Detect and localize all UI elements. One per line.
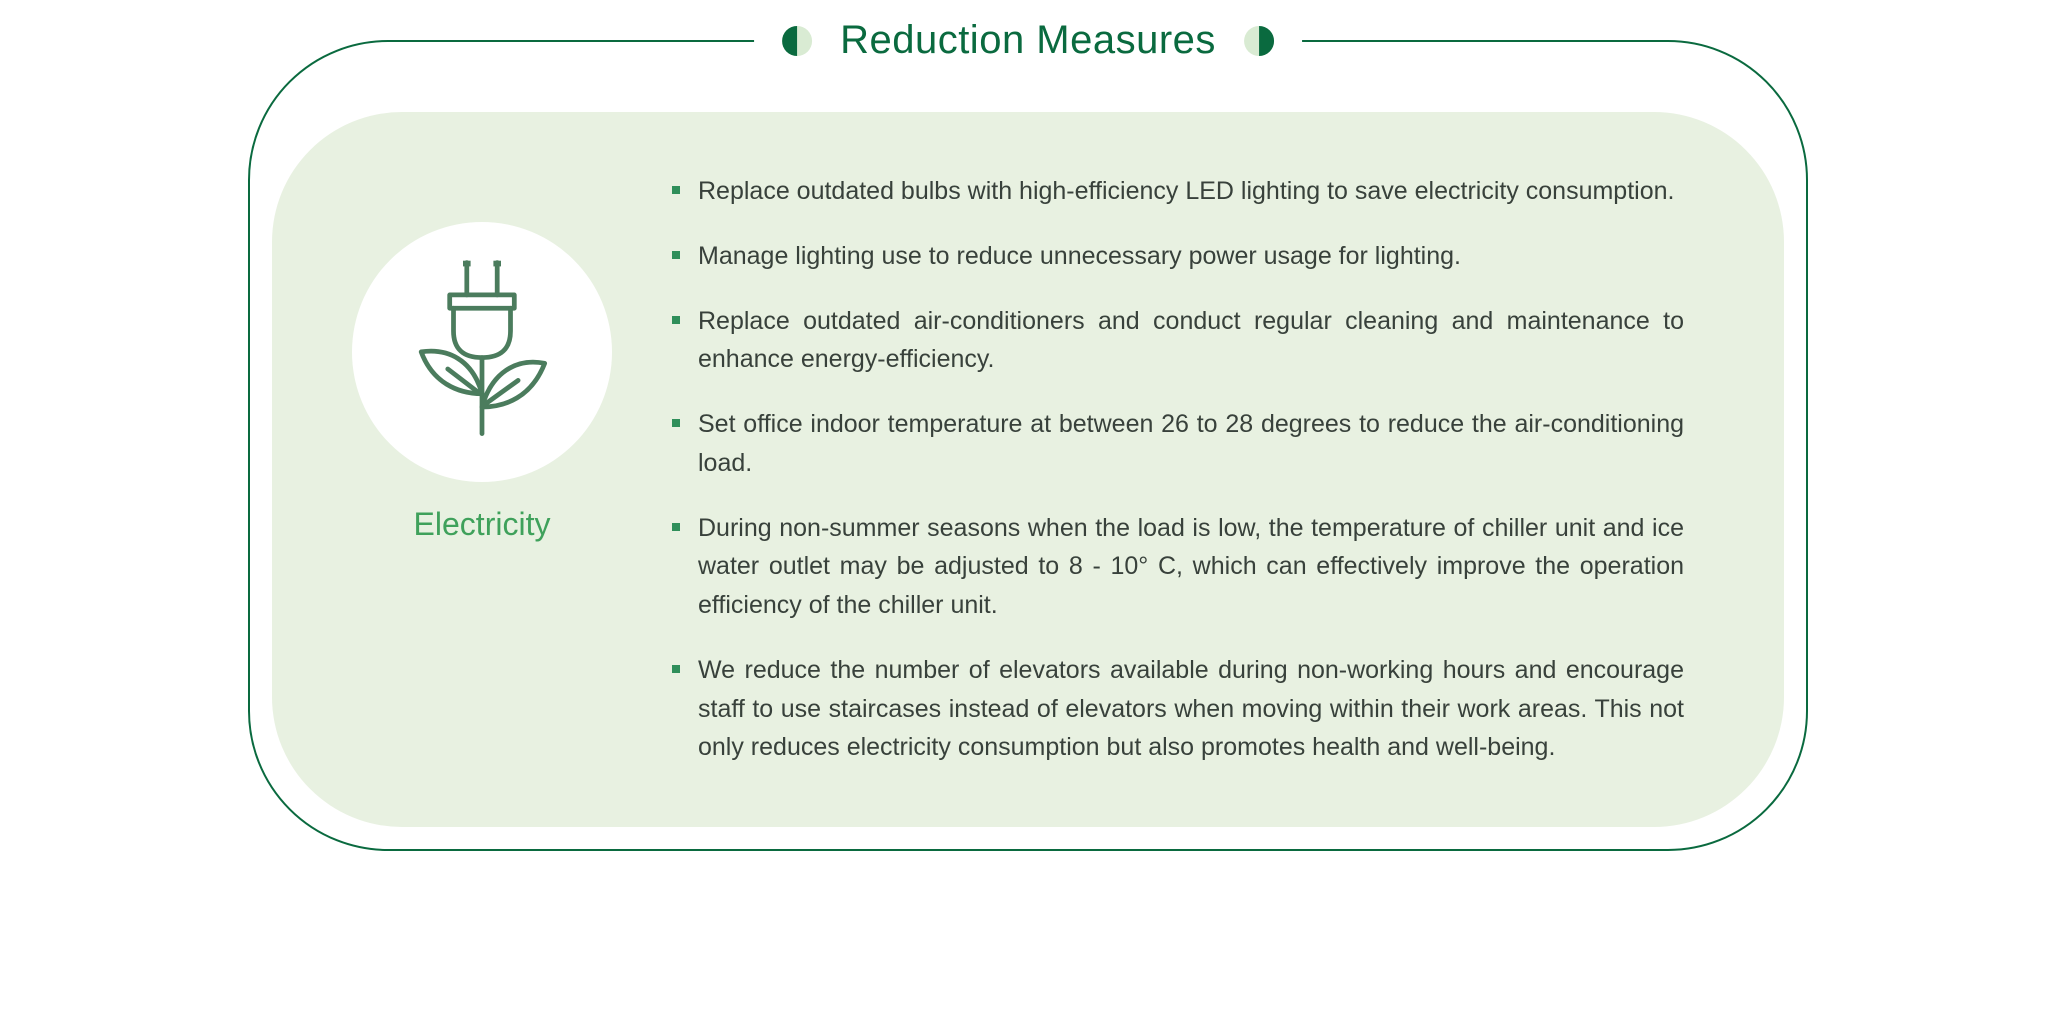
plug-leaf-icon [402, 255, 562, 450]
list-item: We reduce the number of elevators availa… [672, 651, 1684, 767]
decor-halfcircle-left-icon [782, 26, 812, 56]
category-icon-column: Electricity [342, 172, 612, 543]
card-title: Reduction Measures [840, 18, 1216, 63]
reduction-measures-card: Reduction Measures [248, 40, 1808, 851]
card-inner-panel: Electricity Replace outdated bulbs with … [272, 112, 1784, 827]
card-header: Reduction Measures [754, 18, 1302, 63]
list-item: Replace outdated bulbs with high-efficie… [672, 172, 1684, 211]
list-item: Manage lighting use to reduce unnecessar… [672, 237, 1684, 276]
list-item: During non-summer seasons when the load … [672, 509, 1684, 625]
category-label: Electricity [414, 506, 551, 543]
list-item: Replace outdated air-conditioners and co… [672, 302, 1684, 380]
card-outer-border: Reduction Measures [248, 40, 1808, 851]
measures-list: Replace outdated bulbs with high-efficie… [672, 172, 1684, 767]
list-item: Set office indoor temperature at between… [672, 405, 1684, 483]
decor-halfcircle-right-icon [1244, 26, 1274, 56]
category-icon-circle [352, 222, 612, 482]
